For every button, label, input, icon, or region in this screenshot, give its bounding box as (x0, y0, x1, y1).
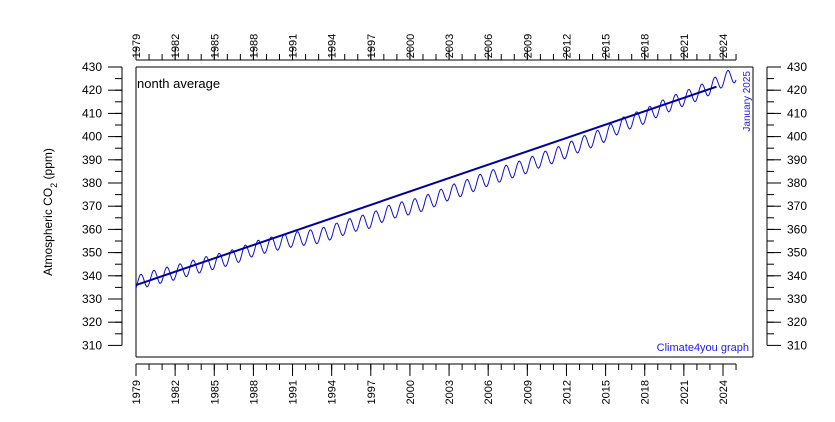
x-tick-label-top: 1997 (366, 34, 378, 58)
y-axis-label-main: Atmospheric CO (41, 188, 55, 276)
y-tick-label-left: 430 (82, 60, 102, 74)
y-tick-label-right: 430 (787, 60, 807, 74)
x-tick-label-top: 1979 (131, 34, 143, 58)
y-tick-label-right: 380 (787, 176, 807, 190)
y-tick-label-left: 380 (82, 176, 102, 190)
x-tick-label-bottom: 2024 (718, 380, 730, 404)
monthly-average-line (135, 69, 737, 289)
x-tick-label-top: 2000 (405, 34, 417, 58)
x-tick-label-top: 1985 (209, 34, 221, 58)
y-axis-label-unit: (ppm) (41, 148, 55, 183)
y-tick-label-left: 420 (82, 83, 102, 97)
x-tick-label-bottom: 2009 (522, 380, 534, 404)
x-tick-label-top: 2003 (444, 34, 456, 58)
y-tick-label-right: 360 (787, 222, 807, 236)
y-tick-label-right: 340 (787, 269, 807, 283)
x-tick-label-bottom: 2018 (640, 380, 652, 404)
y-tick-label-right: 400 (787, 130, 807, 144)
y-tick-label-left: 350 (82, 246, 102, 260)
x-tick-label-bottom: 1991 (288, 380, 300, 404)
y-tick-label-right: 410 (787, 106, 807, 120)
y-axis-label: Atmospheric CO2 (ppm) (41, 148, 59, 276)
x-tick-label-top: 1988 (248, 34, 260, 58)
trend-line (135, 85, 717, 287)
x-tick-label-bottom: 1979 (131, 380, 143, 404)
x-tick-label-bottom: 1997 (366, 380, 378, 404)
x-tick-label-bottom: 1988 (248, 380, 260, 404)
x-tick-label-bottom: 2006 (483, 380, 495, 404)
y-tick-label-left: 370 (82, 199, 102, 213)
x-tick-label-bottom: 2012 (561, 380, 573, 404)
x-tick-label-bottom: 2000 (405, 380, 417, 404)
series-label: nonth average (137, 76, 220, 91)
date-note: January 2025 (742, 71, 753, 132)
x-axes: 1979 1982 1985 1988 1991 1994 1997 2000 2003 2006… (131, 34, 737, 404)
y-tick-label-right: 320 (787, 315, 807, 329)
y-tick-label-right: 330 (787, 292, 807, 306)
x-tick-label-top: 2024 (718, 34, 730, 58)
data-series (135, 69, 737, 289)
y-tick-label-left: 320 (82, 315, 102, 329)
y-tick-label-right: 350 (787, 246, 807, 260)
x-tick-label-bottom: 1985 (209, 380, 221, 404)
x-tick-label-bottom: 2021 (679, 380, 691, 404)
y-tick-label-left: 400 (82, 130, 102, 144)
y-tick-label-right: 370 (787, 199, 807, 213)
x-tick-label-bottom: 2003 (444, 380, 456, 404)
y-tick-label-left: 330 (82, 292, 102, 306)
x-tick-label-bottom: 2015 (601, 380, 613, 404)
y-axes: 310 320 330 340 350 360 370 380 390 400 410 420 430 3… (82, 60, 807, 352)
x-tick-label-top: 2021 (679, 34, 691, 58)
x-tick-label-top: 2012 (561, 34, 573, 58)
x-tick-label-bottom: 1994 (327, 380, 339, 404)
x-tick-label-bottom: 1982 (170, 380, 182, 404)
y-tick-label-left: 310 (82, 338, 102, 352)
x-tick-label-top: 2015 (601, 34, 613, 58)
y-axis-label-subscript: 2 (49, 183, 59, 188)
x-tick-label-top: 1991 (288, 34, 300, 58)
y-tick-label-left: 340 (82, 269, 102, 283)
x-tick-label-top: 2009 (522, 34, 534, 58)
x-tick-label-top: 1982 (170, 34, 182, 58)
y-tick-label-left: 410 (82, 106, 102, 120)
x-tick-label-top: 2006 (483, 34, 495, 58)
y-tick-label-left: 390 (82, 153, 102, 167)
y-tick-label-right: 420 (787, 83, 807, 97)
credit-label: Climate4you graph (657, 342, 749, 354)
y-tick-label-right: 390 (787, 153, 807, 167)
y-tick-label-left: 360 (82, 222, 102, 236)
x-tick-label-top: 1994 (327, 34, 339, 58)
y-tick-label-right: 310 (787, 338, 807, 352)
x-tick-label-top: 2018 (640, 34, 652, 58)
